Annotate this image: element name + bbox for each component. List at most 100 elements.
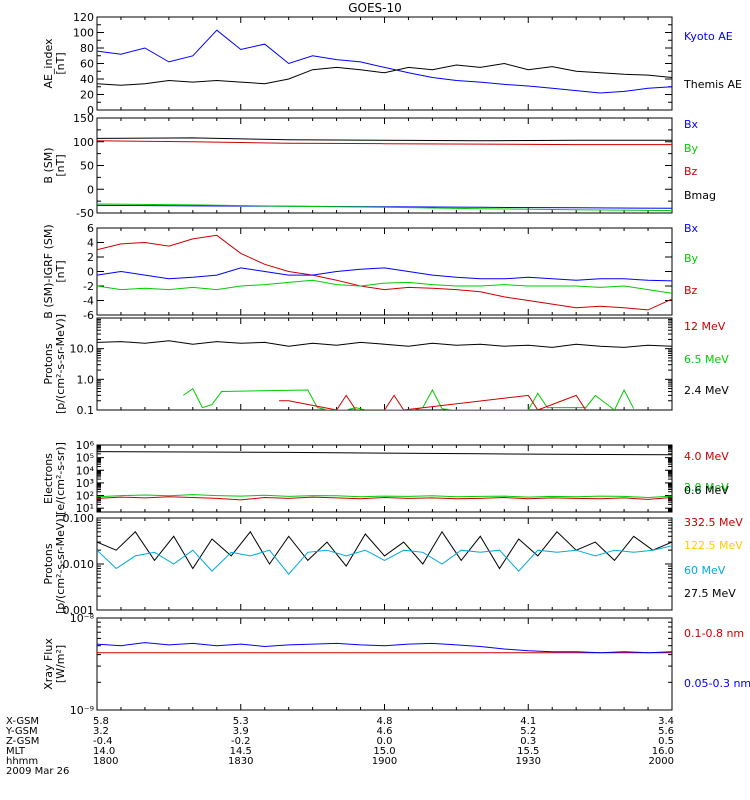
y-tick-label: -4 — [83, 295, 94, 308]
legend-0-1-0-8-nm: 0.1-0.8 nm — [684, 627, 744, 640]
y-tick-label: 10¹ — [76, 502, 94, 515]
panel-6: 0.001 0.010 0.100 Protons [p/(cm²-s-sr-MeV)]… — [42, 512, 743, 617]
panel-4: 0.1 1.0 10.0 Protons [p/(cm²-s-sr-MeV)] 12 Me… — [42, 314, 729, 417]
panel-frame — [96, 444, 673, 513]
y-tick-label: 100 — [73, 136, 94, 149]
y-axis-label: Protons — [42, 543, 55, 584]
series-12-mev — [279, 394, 587, 410]
legend-2-0-mev: 2.0 MeV — [684, 481, 729, 494]
y-axis-label: [p/(cm²-s-sr-MeV)] — [54, 514, 67, 614]
series-27-5-mev — [97, 530, 672, 570]
panel-2: -50 0 50 100 150 B (SM) [nT] Bx By Bz Bmag — [42, 112, 716, 220]
legend-bx: Bx — [684, 118, 699, 131]
y-tick-label: 150 — [73, 112, 94, 125]
y-tick-label: 0.1 — [77, 404, 95, 417]
panel-3: -6-4 -20 24 6 B (SM)-IGRF (SM) [nT] Bx By Bz — [42, 222, 699, 322]
legend-122-5-mev: 122.5 MeV — [684, 539, 743, 552]
legend-0-6-mev: 0.6 MeV — [684, 484, 729, 497]
legend-by: By — [684, 142, 699, 155]
legend-6-5-mev: 6.5 MeV — [684, 353, 729, 366]
series-bz — [97, 234, 672, 311]
panel-1: 0 20 40 60 80 100 120 AE_index [nT] Kyoto AE Themi… — [42, 11, 742, 117]
y-axis-label: [nT] — [54, 260, 67, 282]
legend-by: By — [684, 252, 699, 265]
panel-7: 10⁻⁹ 10⁻⁸ Xray Flux [W/m²] 0.1-0.8 nm 0.05-0.… — [42, 612, 750, 717]
y-tick-label: 100 — [73, 27, 94, 40]
y-axis-label: Xray Flux — [42, 638, 55, 690]
y-tick-label: 6 — [87, 222, 94, 235]
series-by — [97, 203, 672, 212]
series-0-05-0-3-nm — [97, 642, 672, 654]
legend-2-4-mev: 2.4 MeV — [684, 384, 729, 397]
y-axis-label: [e/(cm²-s-sr)] — [54, 442, 67, 515]
series-2-0-mev — [97, 494, 672, 499]
y-axis-label: [p/(cm²-s-sr-MeV)] — [54, 314, 67, 414]
legend-bx: Bx — [684, 222, 699, 235]
legend-60-mev: 60 MeV — [684, 564, 726, 577]
y-tick-label: 0 — [87, 266, 94, 279]
y-tick-label: -2 — [83, 280, 94, 293]
series-bmag — [97, 137, 672, 142]
y-axis-label: [nT] — [54, 154, 67, 176]
y-axis-label: [W/m²] — [54, 645, 67, 683]
y-tick-label: 80 — [80, 42, 94, 55]
series-4-0-mev — [97, 496, 672, 501]
legend-themis-ae: Themis AE — [683, 78, 742, 91]
legend-0-05-0-3-nm: 0.05-0.3 nm — [684, 677, 750, 690]
legend-kyoto-ae: Kyoto AE — [684, 30, 733, 43]
y-axis-label: B (SM)-IGRF (SM) — [42, 224, 55, 318]
legend-4-0-mev: 4.0 MeV — [684, 450, 729, 463]
y-axis-label: Protons — [42, 343, 55, 384]
series-0-6-mev — [97, 451, 672, 456]
y-tick-label: 10⁻⁸ — [70, 612, 95, 625]
y-tick-label: 10³ — [76, 477, 94, 490]
y-tick-label: 2 — [87, 251, 94, 264]
legend-bz: Bz — [684, 165, 698, 178]
series-bx — [97, 267, 672, 282]
y-tick-label: 0.001 — [63, 604, 95, 617]
y-tick-label: 0.010 — [63, 558, 95, 571]
y-tick-label: 60 — [80, 58, 94, 71]
legend-12-mev: 12 MeV — [684, 320, 726, 333]
panel-frame — [96, 317, 673, 411]
y-tick-label: 10.0 — [70, 343, 95, 356]
y-tick-label: 120 — [73, 11, 94, 24]
panel-frame — [96, 227, 673, 316]
legend-27-5-mev: 27.5 MeV — [684, 587, 736, 600]
y-tick-label: 0 — [87, 183, 94, 196]
series-60-mev — [97, 545, 672, 575]
y-tick-label: 10⁴ — [76, 464, 95, 477]
series-themis-ae — [97, 62, 672, 86]
y-tick-label: 1.0 — [77, 373, 95, 386]
series-2-4-mev — [97, 340, 672, 348]
legend-bmag: Bmag — [684, 189, 716, 202]
y-tick-label: 10⁻⁹ — [70, 704, 94, 717]
figure-title: GOES-10 — [348, 1, 402, 15]
y-tick-label: 40 — [80, 73, 94, 86]
y-tick-label: 10² — [76, 490, 94, 503]
legend-332-5-mev: 332.5 MeV — [684, 516, 743, 529]
y-tick-label: 0.100 — [63, 512, 95, 525]
series-kyoto-ae — [97, 29, 672, 94]
y-tick-label: 10⁶ — [76, 439, 95, 452]
panel-frame — [96, 117, 673, 214]
y-tick-label: 20 — [80, 89, 94, 102]
y-axis-label: AE_index — [42, 38, 55, 89]
y-axis-label: B (SM) — [42, 147, 55, 183]
y-tick-label: -50 — [76, 207, 94, 220]
series-by — [97, 279, 672, 294]
legend-bz: Bz — [684, 284, 698, 297]
y-axis-label: [nT] — [54, 52, 67, 74]
y-tick-label: 10⁵ — [76, 452, 94, 465]
series-bz — [97, 140, 672, 146]
y-tick-label: 4 — [87, 237, 94, 250]
panel-frame — [96, 517, 673, 611]
y-tick-label: 50 — [80, 160, 94, 173]
panel-frame — [96, 617, 673, 711]
y-axis-label: Electrons — [42, 453, 55, 504]
panel-frame — [96, 16, 673, 111]
y-tick-label: 0 — [87, 104, 94, 117]
y-tick-label: -6 — [83, 309, 94, 322]
